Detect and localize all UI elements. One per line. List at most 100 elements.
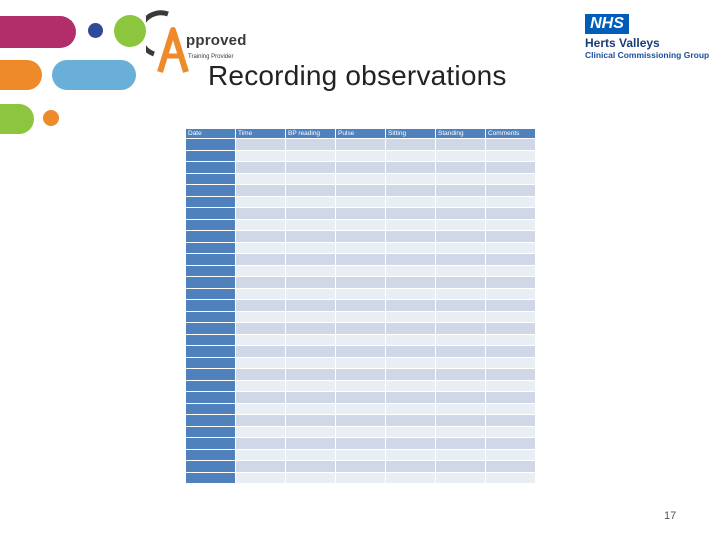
table-cell (186, 139, 235, 150)
table-cell (486, 139, 535, 150)
table-cell (386, 162, 435, 173)
table-cell (386, 334, 435, 345)
table-cell (386, 369, 435, 380)
nhs-herts-valleys-logo: NHS Herts Valleys Clinical Commissioning… (585, 14, 709, 64)
table-cell (286, 162, 335, 173)
table-cell (436, 288, 485, 299)
table-cell (486, 311, 535, 322)
table-row (186, 265, 535, 276)
table-cell (286, 311, 335, 322)
table-cell (186, 185, 235, 196)
table-cell (436, 461, 485, 472)
table-cell (486, 426, 535, 437)
green-dot-shape (114, 15, 146, 47)
table-cell (186, 472, 235, 483)
table-cell (186, 173, 235, 184)
table-cell (186, 254, 235, 265)
table-cell (336, 426, 385, 437)
table-cell (286, 139, 335, 150)
table-cell (336, 254, 385, 265)
table-cell (286, 461, 335, 472)
table-cell (236, 162, 285, 173)
table-cell (486, 357, 535, 368)
table-cell (336, 403, 385, 414)
table-cell (236, 323, 285, 334)
table-cell (336, 208, 385, 219)
table-cell (236, 242, 285, 253)
observations-table: Date Time BP reading Pulse Sitting Stand… (185, 128, 536, 484)
table-cell (336, 415, 385, 426)
table-row (186, 346, 535, 357)
table-cell (436, 265, 485, 276)
table-cell (186, 242, 235, 253)
table-cell (486, 438, 535, 449)
header-pulse: Pulse (336, 129, 385, 138)
table-cell (486, 380, 535, 391)
table-cell (286, 208, 335, 219)
table-row (186, 208, 535, 219)
table-row (186, 231, 535, 242)
table-cell (386, 357, 435, 368)
table-cell (236, 277, 285, 288)
table-cell (486, 265, 535, 276)
table-cell (286, 277, 335, 288)
table-cell (286, 357, 335, 368)
table-cell (436, 242, 485, 253)
table-cell (336, 323, 385, 334)
table-row (186, 254, 535, 265)
table-cell (336, 311, 385, 322)
table-cell (336, 219, 385, 230)
table-cell (186, 231, 235, 242)
table-cell (236, 196, 285, 207)
table-cell (486, 173, 535, 184)
table-cell (186, 380, 235, 391)
header-time: Time (236, 129, 285, 138)
table-cell (486, 231, 535, 242)
table-cell (486, 472, 535, 483)
table-cell (286, 369, 335, 380)
table-row (186, 472, 535, 483)
table-cell (386, 208, 435, 219)
table-cell (236, 392, 285, 403)
table-cell (236, 185, 285, 196)
table-cell (336, 162, 385, 173)
table-cell (486, 403, 535, 414)
table-cell (236, 231, 285, 242)
green-bar-shape (0, 104, 34, 134)
table-cell (386, 380, 435, 391)
table-cell (486, 219, 535, 230)
table-cell (436, 185, 485, 196)
table-cell (436, 438, 485, 449)
header-bp-reading: BP reading (286, 129, 335, 138)
table-cell (336, 472, 385, 483)
table-cell (286, 426, 335, 437)
table-cell (486, 150, 535, 161)
table-cell (186, 150, 235, 161)
blue-bar-shape (52, 60, 136, 90)
table-cell (486, 461, 535, 472)
table-cell (286, 346, 335, 357)
table-cell (186, 196, 235, 207)
table-cell (236, 254, 285, 265)
table-cell (436, 334, 485, 345)
logo-tagline: Training Provider (188, 54, 234, 60)
table-cell (186, 403, 235, 414)
table-cell (186, 438, 235, 449)
table-cell (286, 472, 335, 483)
page-title: Recording observations (208, 60, 507, 91)
table-cell (186, 334, 235, 345)
table-cell (486, 196, 535, 207)
table-cell (236, 311, 285, 322)
table-row (186, 288, 535, 299)
table-cell (336, 196, 385, 207)
approved-a-icon (146, 10, 189, 73)
table-row (186, 438, 535, 449)
table-row (186, 403, 535, 414)
table-cell (286, 185, 335, 196)
table-cell (186, 449, 235, 460)
header-date: Date (186, 129, 235, 138)
table-cell (436, 208, 485, 219)
navy-dot-shape (88, 23, 103, 38)
table-cell (386, 472, 435, 483)
table-cell (236, 173, 285, 184)
